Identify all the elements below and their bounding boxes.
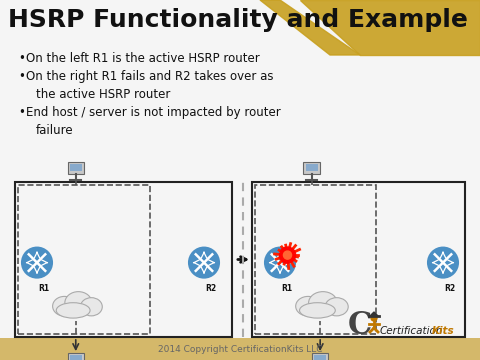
Ellipse shape: [309, 292, 337, 314]
Text: End host / server is not impacted by router: End host / server is not impacted by rou…: [26, 106, 281, 119]
Circle shape: [279, 247, 296, 263]
Text: Certification: Certification: [380, 326, 444, 336]
Ellipse shape: [300, 303, 336, 318]
Bar: [70, 164, 82, 171]
Text: On the left R1 is the active HSRP router: On the left R1 is the active HSRP router: [26, 52, 260, 65]
Bar: [255, 185, 375, 334]
Circle shape: [371, 315, 377, 321]
Ellipse shape: [65, 292, 92, 314]
Bar: [314, 355, 326, 360]
Polygon shape: [370, 312, 378, 316]
Bar: [68, 353, 84, 360]
Bar: [70, 355, 82, 360]
Text: R1: R1: [281, 284, 293, 293]
Circle shape: [284, 251, 291, 259]
Text: •: •: [18, 52, 25, 65]
Text: failure: failure: [36, 124, 73, 137]
Text: On the right R1 fails and R2 takes over as: On the right R1 fails and R2 takes over …: [26, 70, 274, 83]
Bar: [15, 182, 232, 337]
Text: R1: R1: [38, 284, 49, 293]
Ellipse shape: [53, 296, 76, 316]
Ellipse shape: [81, 298, 102, 316]
Bar: [306, 164, 318, 171]
Text: R2: R2: [205, 284, 216, 293]
Ellipse shape: [56, 303, 90, 318]
Bar: [0, 338, 480, 360]
Text: C: C: [348, 310, 372, 342]
Ellipse shape: [296, 296, 321, 316]
Circle shape: [428, 248, 458, 278]
Circle shape: [189, 248, 219, 278]
Bar: [303, 162, 320, 174]
Text: •: •: [18, 106, 25, 119]
Text: R2: R2: [444, 284, 456, 293]
Text: the active HSRP router: the active HSRP router: [36, 88, 170, 101]
Ellipse shape: [325, 298, 348, 316]
Bar: [252, 182, 465, 337]
Bar: [18, 185, 150, 334]
Bar: [68, 162, 84, 174]
Circle shape: [22, 248, 52, 278]
Polygon shape: [300, 0, 480, 55]
Circle shape: [265, 248, 295, 278]
Bar: [312, 353, 328, 360]
Text: HSRP Functionality and Example: HSRP Functionality and Example: [8, 8, 468, 32]
Text: Kits: Kits: [432, 326, 455, 336]
Text: 2014 Copyright CertificationKits LLC: 2014 Copyright CertificationKits LLC: [158, 345, 322, 354]
Polygon shape: [260, 0, 360, 55]
Text: •: •: [18, 70, 25, 83]
